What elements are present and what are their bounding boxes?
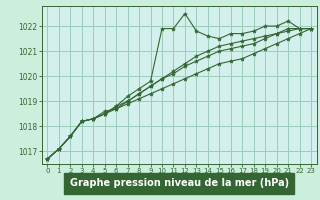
X-axis label: Graphe pression niveau de la mer (hPa): Graphe pression niveau de la mer (hPa) — [70, 178, 289, 188]
